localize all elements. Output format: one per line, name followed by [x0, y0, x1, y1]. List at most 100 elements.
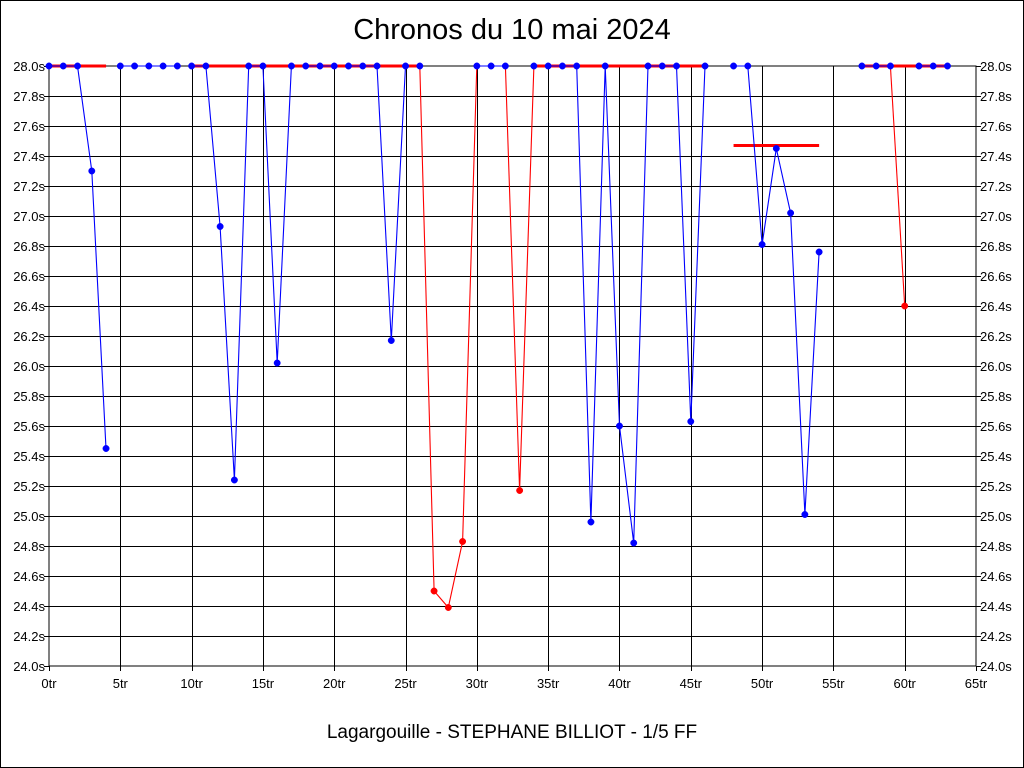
data-point — [473, 62, 481, 70]
data-point — [573, 62, 581, 70]
data-point — [430, 587, 438, 595]
x-tick-label: 45tr — [680, 676, 703, 691]
x-tick-label: 65tr — [965, 676, 988, 691]
data-point — [216, 223, 224, 230]
data-point — [487, 62, 495, 70]
y-tick-label-right: 27.8s — [980, 89, 1012, 104]
data-point — [858, 62, 866, 70]
data-point — [230, 476, 238, 484]
data-point — [630, 539, 638, 547]
data-point — [259, 62, 267, 70]
data-point — [801, 511, 809, 518]
x-tick-label: 30tr — [466, 676, 489, 691]
data-point — [359, 62, 367, 70]
data-point — [915, 62, 923, 70]
data-point — [929, 62, 937, 70]
y-tick-label-right: 25.6s — [980, 419, 1012, 434]
data-point — [245, 62, 253, 70]
data-point — [188, 62, 196, 70]
data-point — [145, 62, 153, 70]
y-tick-label-left: 27.8s — [13, 89, 45, 104]
data-point — [744, 62, 752, 70]
y-tick-label-left: 24.6s — [13, 569, 45, 584]
y-tick-label-left: 24.8s — [13, 539, 45, 554]
data-point — [758, 241, 766, 248]
y-tick-label-right: 25.4s — [980, 449, 1012, 464]
y-tick-label-right: 26.4s — [980, 299, 1012, 314]
x-tick-label: 15tr — [252, 676, 275, 691]
x-tick-label: 60tr — [893, 676, 916, 691]
x-tick-label: 55tr — [822, 676, 845, 691]
y-tick-label-left: 27.0s — [13, 209, 45, 224]
y-tick-label-left: 27.4s — [13, 149, 45, 164]
data-point — [658, 62, 666, 70]
x-tick-label: 35tr — [537, 676, 560, 691]
data-point — [730, 62, 738, 70]
series-line — [733, 65, 820, 515]
y-tick-label-right: 26.8s — [980, 239, 1012, 254]
data-point — [345, 62, 352, 70]
data-point — [273, 359, 281, 367]
data-point — [944, 62, 951, 70]
data-point — [131, 62, 139, 70]
data-point — [616, 422, 623, 430]
data-point — [772, 145, 780, 152]
y-tick-label-left: 25.8s — [13, 389, 45, 404]
axis-layer — [44, 65, 981, 671]
y-tick-label-left: 27.6s — [13, 119, 45, 134]
data-point — [173, 62, 181, 70]
y-tick-label-left: 26.6s — [13, 269, 45, 284]
data-point — [316, 62, 324, 70]
data-point — [88, 167, 96, 175]
data-point — [373, 62, 381, 70]
data-point — [202, 62, 210, 70]
data-point — [787, 209, 795, 217]
data-point — [416, 62, 424, 70]
grid-layer — [49, 66, 976, 666]
data-point — [886, 62, 894, 70]
y-tick-label-left: 24.2s — [13, 629, 45, 644]
data-point — [387, 337, 395, 344]
data-point — [459, 538, 467, 545]
data-point — [687, 418, 695, 425]
series-line — [889, 65, 906, 307]
tick-labels: 0tr 5tr 10tr 15tr 20tr 25tr 30tr 35tr 40tr 45tr 50… — [13, 59, 1012, 691]
data-point — [516, 487, 524, 494]
y-tick-label-right: 25.0s — [980, 509, 1012, 524]
y-tick-label-right: 28.0s — [980, 59, 1012, 74]
data-point — [45, 62, 53, 70]
data-point — [587, 518, 595, 526]
data-point — [530, 62, 538, 70]
x-tick-label: 25tr — [394, 676, 417, 691]
data-point — [601, 62, 609, 70]
data-point — [872, 62, 880, 70]
y-tick-label-left: 25.4s — [13, 449, 45, 464]
y-tick-label-right: 26.2s — [980, 329, 1012, 344]
y-tick-label-left: 26.8s — [13, 239, 45, 254]
x-tick-label: 40tr — [608, 676, 631, 691]
chart-title: Chronos du 10 mai 2024 — [353, 14, 671, 46]
y-tick-label-right: 25.2s — [980, 479, 1012, 494]
y-tick-label-right: 24.2s — [980, 629, 1012, 644]
data-point — [330, 62, 338, 70]
y-tick-label-left: 26.4s — [13, 299, 45, 314]
chart-caption: Lagargouille - STEPHANE BILLIOT - 1/5 FF — [326, 722, 698, 743]
data-point — [701, 62, 709, 70]
data-point — [287, 62, 295, 70]
y-tick-label-right: 26.0s — [980, 359, 1012, 374]
data-point — [501, 62, 509, 70]
data-point — [444, 604, 452, 611]
y-tick-label-right: 24.6s — [980, 569, 1012, 584]
data-point — [302, 62, 310, 70]
y-tick-label-left: 24.0s — [13, 659, 45, 674]
x-tick-label: 0tr — [41, 676, 57, 691]
y-tick-label-right: 27.4s — [980, 149, 1012, 164]
y-tick-label-left: 24.4s — [13, 599, 45, 614]
y-tick-label-right: 24.4s — [980, 599, 1012, 614]
y-tick-label-left: 26.0s — [13, 359, 45, 374]
x-tick-label: 50tr — [751, 676, 774, 691]
data-point — [644, 62, 652, 70]
data-point — [116, 62, 124, 70]
